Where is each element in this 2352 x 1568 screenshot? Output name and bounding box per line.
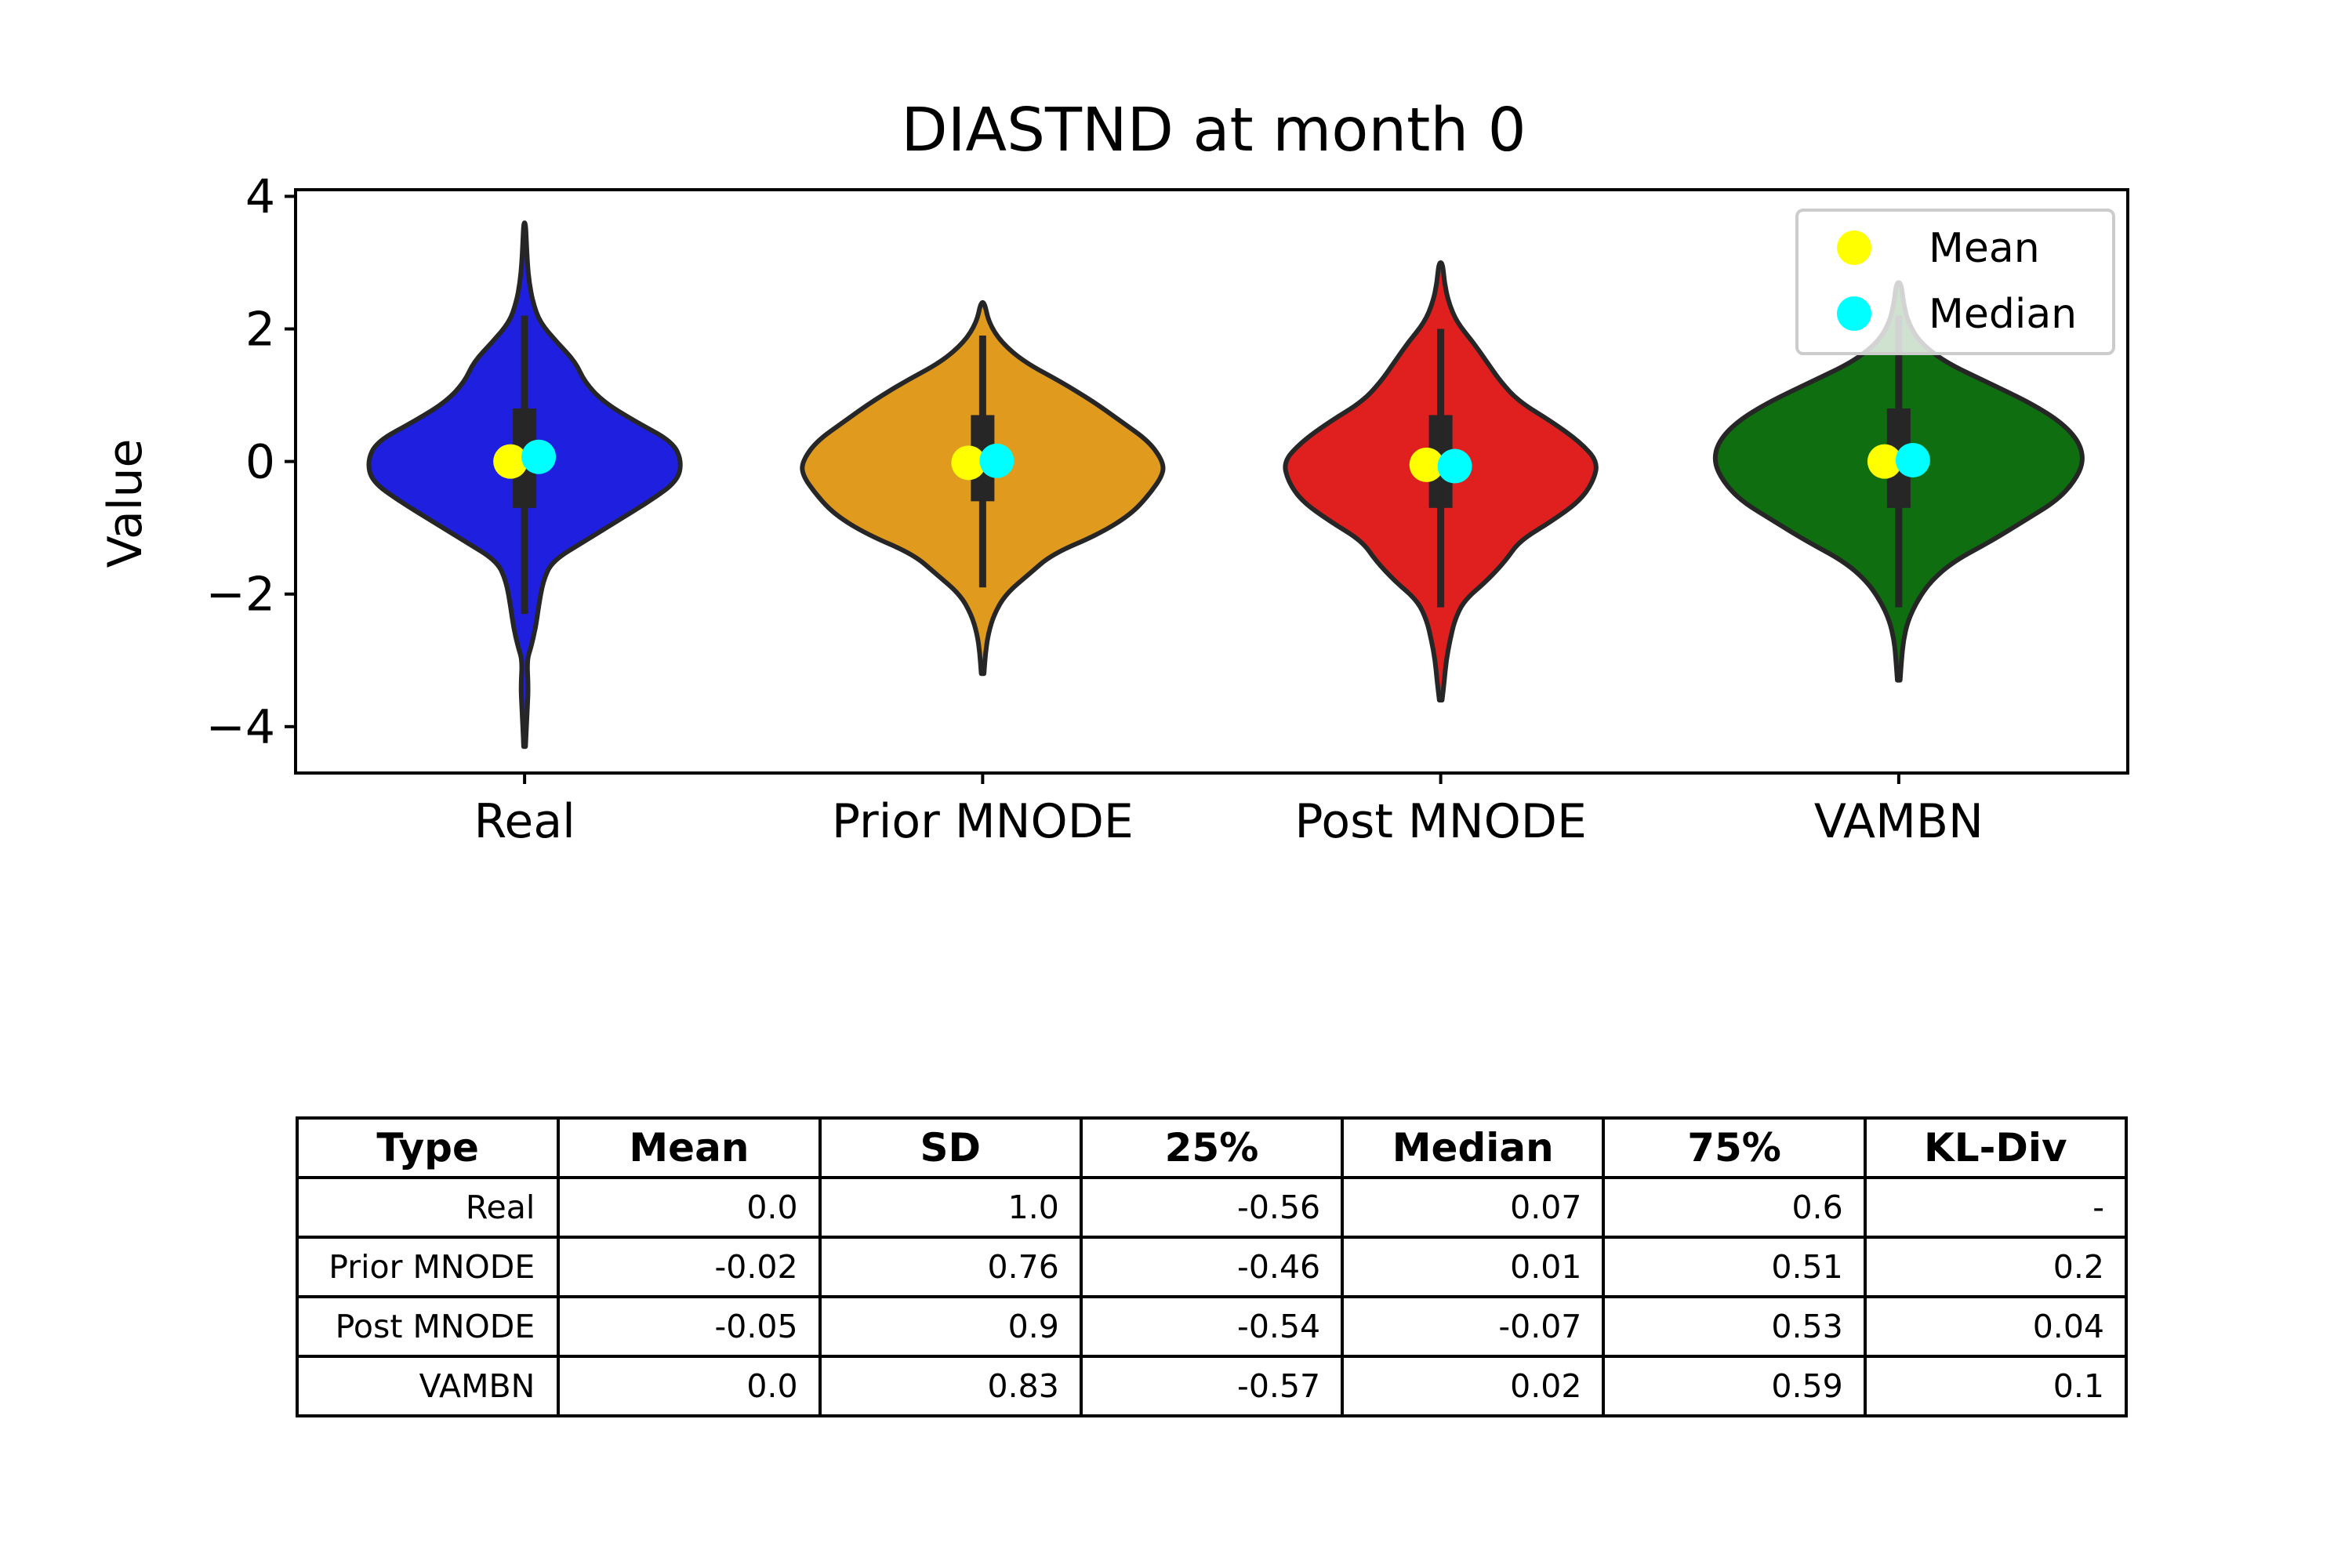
mean-marker — [951, 445, 986, 481]
y-axis: 4 2 0 −2 −4 — [206, 169, 296, 755]
legend-marker — [1837, 296, 1871, 331]
table-row: VAMBN 0.0 0.83 -0.57 0.02 0.59 0.1 — [295, 1355, 2129, 1417]
x-tick-label: VAMBN — [1814, 794, 1984, 849]
y-tick-label: −4 — [206, 700, 275, 755]
x-axis: Real Prior MNODE Post MNODE VAMBN — [474, 773, 1984, 849]
table-header-cell: Type — [295, 1116, 561, 1179]
table-header-row: Type Mean SD 25% Median 75% KL-Div — [295, 1116, 2129, 1179]
table-header-cell: Median — [1341, 1116, 1606, 1179]
x-tick-label: Prior MNODE — [832, 794, 1134, 849]
y-axis-label: Value — [98, 439, 153, 568]
table-body: Real 0.0 1.0 -0.56 0.07 0.6- Prior MNODE -0.02 0… — [295, 1176, 2129, 1417]
table-cell: 0.83 — [818, 1355, 1083, 1417]
violin-group — [366, 220, 2085, 750]
stats-table: Type Mean SD 25% Median 75% KL-Div Real 0.0 1.0-… — [295, 1116, 2129, 1417]
table-cell: 0.2 — [1863, 1236, 2129, 1298]
table-cell: 0.6 — [1602, 1176, 1867, 1239]
table-header-cell: SD — [818, 1116, 1083, 1179]
table-cell: 0.51 — [1602, 1236, 1867, 1298]
mean-marker — [493, 444, 528, 479]
table-row: Post MNODE -0.05 0.9 -0.54 -0.07 0.53 0.04 — [295, 1295, 2129, 1358]
x-tick-label: Real — [474, 794, 575, 849]
table-header-cell: 75% — [1602, 1116, 1867, 1179]
table-cell: -0.07 — [1341, 1295, 1606, 1358]
y-tick-label: −2 — [206, 568, 275, 622]
table-row: Real 0.0 1.0 -0.56 0.07 0.6- — [295, 1176, 2129, 1239]
table-cell: -0.56 — [1079, 1176, 1345, 1239]
table-header-cell: Mean — [557, 1116, 822, 1179]
table-header-cell: KL-Div — [1863, 1116, 2129, 1179]
table-cell: 0.1 — [1863, 1355, 2129, 1417]
table-cell: 0.9 — [818, 1295, 1083, 1358]
legend-label: Median — [1929, 291, 2077, 338]
table-cell: 0.01 — [1341, 1236, 1606, 1298]
table-cell: -0.54 — [1079, 1295, 1345, 1358]
table-cell: 0.0 — [557, 1355, 822, 1417]
table-cell: 0.04 — [1863, 1295, 2129, 1358]
table-cell: -0.46 — [1079, 1236, 1345, 1298]
legend: Mean Median — [1795, 209, 2115, 355]
x-tick-label: Post MNODE — [1294, 794, 1587, 849]
table-cell: Post MNODE — [295, 1295, 561, 1358]
table-cell: Real — [295, 1176, 561, 1239]
table-cell: -0.02 — [557, 1236, 822, 1298]
legend-label: Mean — [1929, 225, 2040, 272]
y-tick-label: 0 — [245, 435, 275, 490]
mean-marker — [1409, 447, 1444, 482]
y-tick-label: 4 — [245, 169, 275, 224]
table-row: Prior MNODE -0.02 0.76 -0.46 0.01 0.51 0.2 — [295, 1236, 2129, 1298]
chart-title: DIASTND at month 0 — [901, 96, 1526, 165]
table-cell: 0.76 — [818, 1236, 1083, 1298]
median-marker — [979, 443, 1014, 478]
legend-marker — [1837, 230, 1871, 265]
table-cell: - — [1863, 1176, 2129, 1239]
table-cell: 0.0 — [557, 1176, 822, 1239]
table-cell: 0.53 — [1602, 1295, 1867, 1358]
table-cell: 0.07 — [1341, 1176, 1606, 1239]
table-cell: Prior MNODE — [295, 1236, 561, 1298]
table-header-cell: 25% — [1079, 1116, 1345, 1179]
y-tick-label: 2 — [245, 303, 275, 358]
legend-box — [1795, 209, 2115, 355]
mean-marker — [1867, 444, 1902, 479]
table-cell: VAMBN — [295, 1355, 561, 1417]
plot-frame — [294, 188, 2129, 775]
table-cell: -0.57 — [1079, 1355, 1345, 1417]
median-marker — [1437, 448, 1472, 484]
median-marker — [521, 439, 557, 474]
table-cell: 0.02 — [1341, 1355, 1606, 1417]
table-cell: 1.0 — [818, 1176, 1083, 1239]
table-cell: 0.59 — [1602, 1355, 1867, 1417]
median-marker — [1895, 442, 1930, 477]
table-cell: -0.05 — [557, 1295, 822, 1358]
